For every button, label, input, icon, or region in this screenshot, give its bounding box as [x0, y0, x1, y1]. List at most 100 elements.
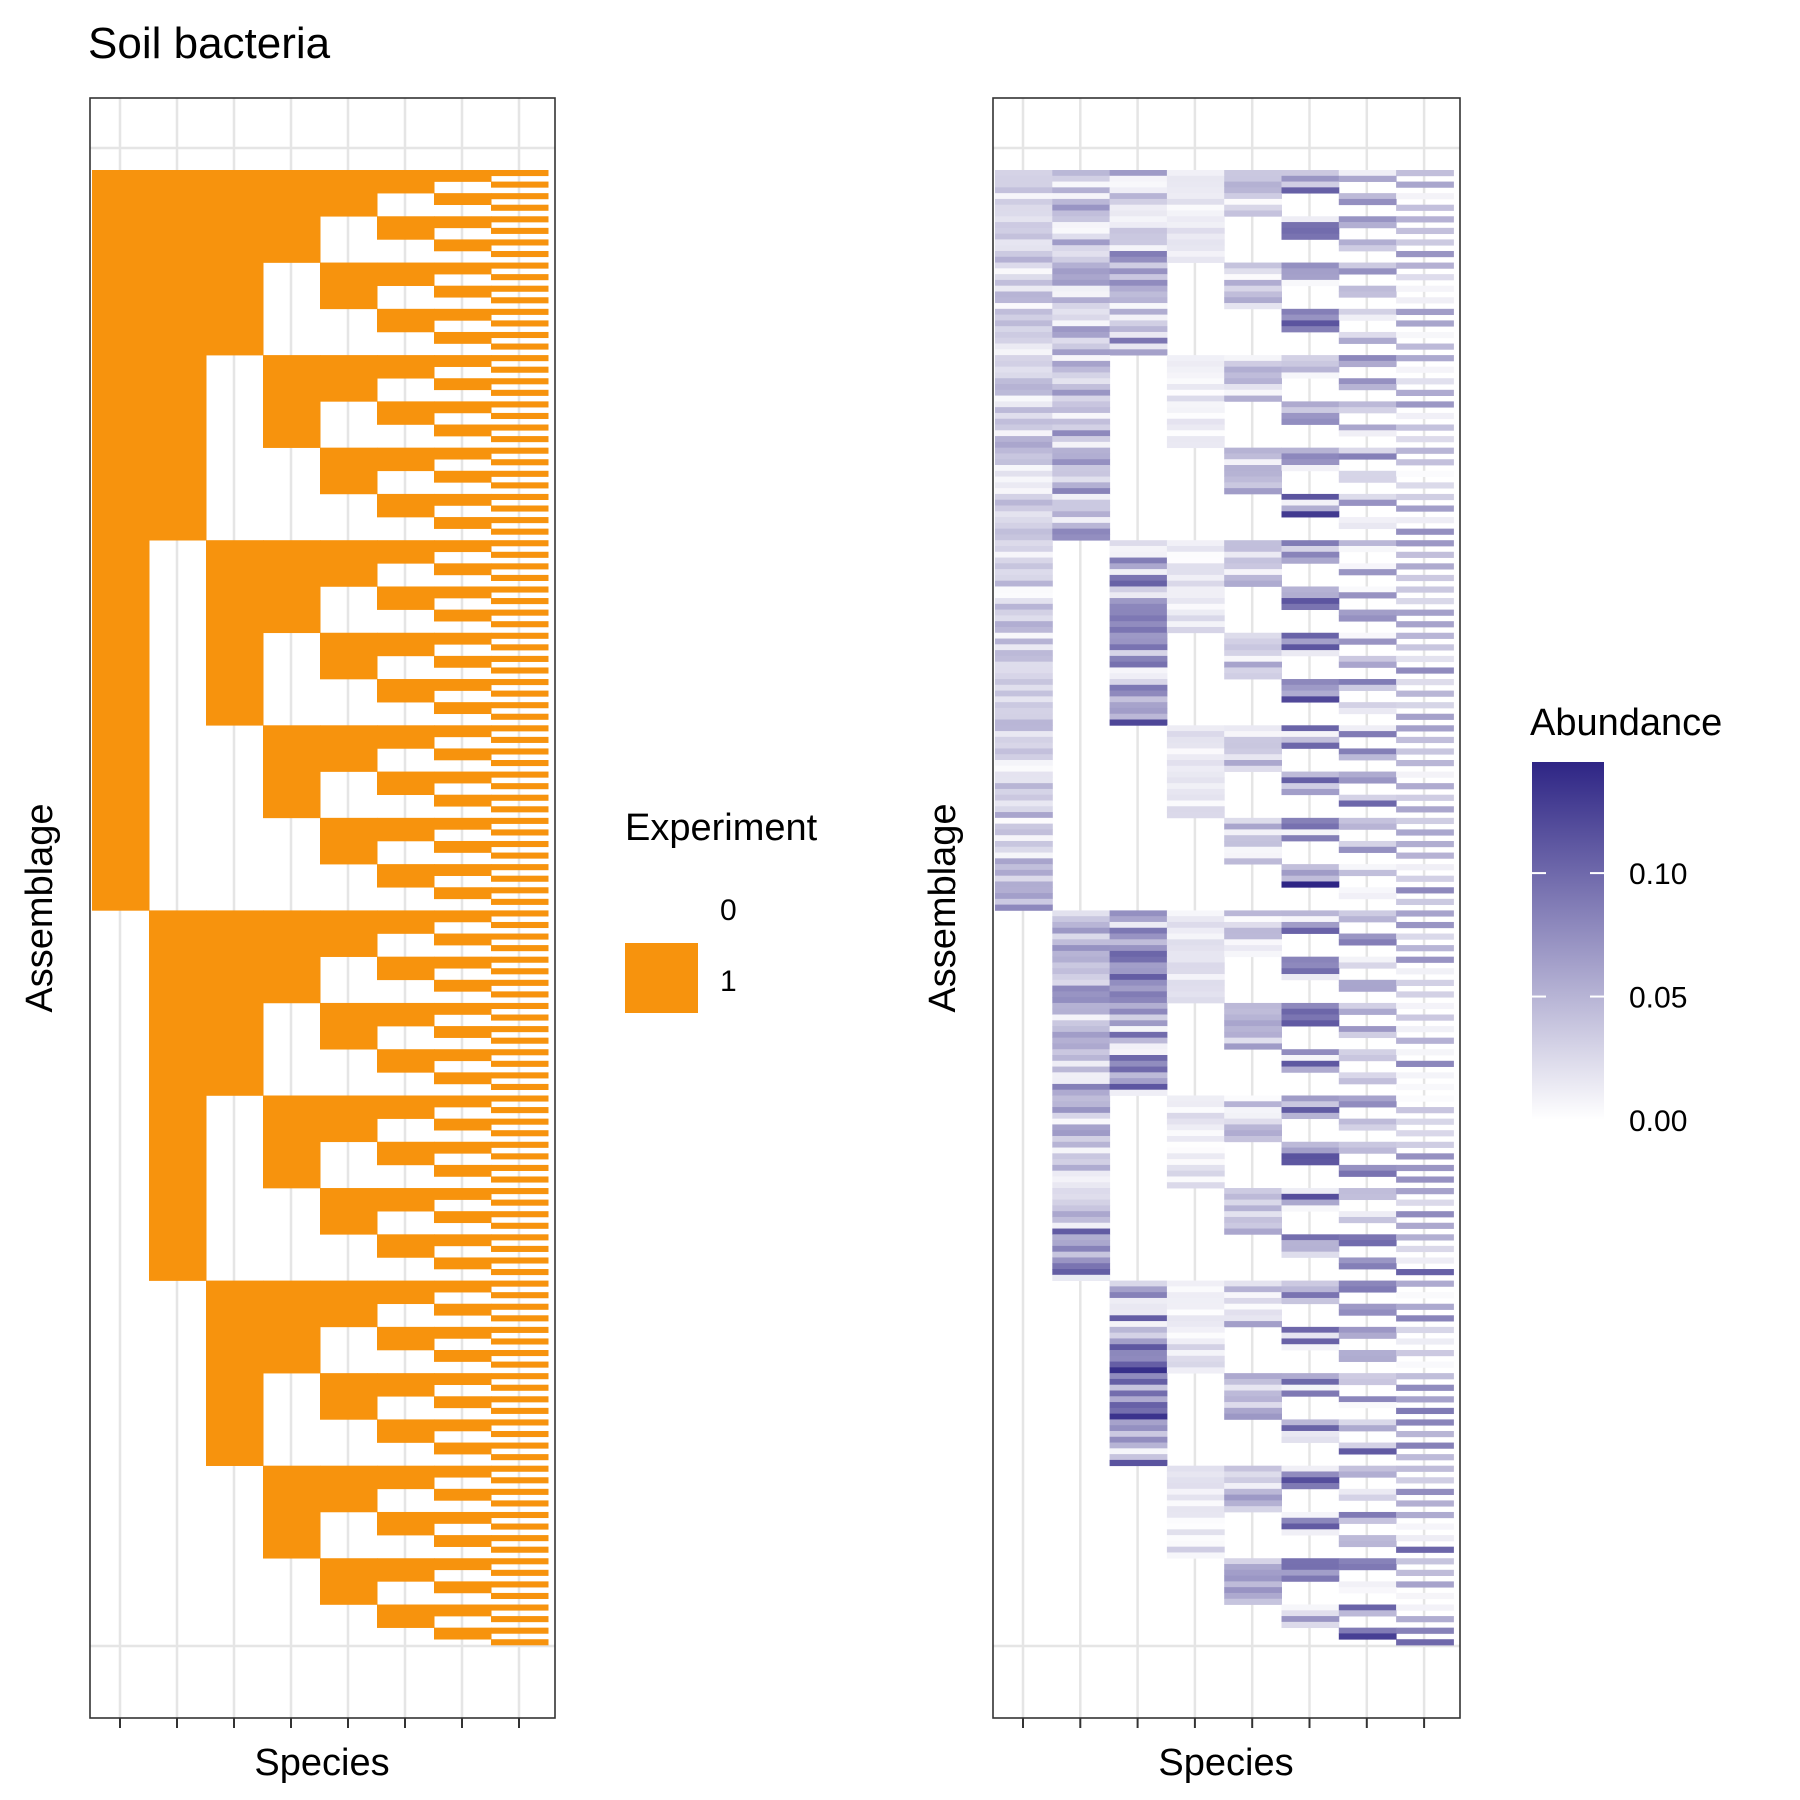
abundance-cell: [995, 551, 1053, 558]
abundance-cell: [1166, 366, 1225, 373]
abundance-cell: [1166, 985, 1225, 992]
presence-cell: [434, 679, 492, 691]
abundance-cell: [1396, 1280, 1454, 1287]
abundance-cell: [1052, 1089, 1111, 1096]
abundance-cell: [1338, 314, 1397, 321]
presence-cell: [434, 308, 492, 321]
presence-cell: [434, 1072, 492, 1085]
abundance-cell: [1166, 916, 1225, 923]
abundance-cell: [1052, 1274, 1111, 1281]
abundance-cell: [1109, 1008, 1168, 1015]
abundance-cell: [1338, 1627, 1397, 1634]
presence-cell: [377, 1280, 435, 1305]
abundance-cell: [1396, 308, 1454, 316]
presence-cell: [491, 343, 549, 350]
abundance-cell: [995, 222, 1053, 229]
abundance-cell: [995, 303, 1053, 310]
presence-cell: [434, 563, 492, 576]
abundance-cell: [1224, 384, 1282, 391]
abundance-cell: [1281, 679, 1340, 686]
presence-cell: [491, 436, 549, 443]
abundance-cell: [1281, 1384, 1340, 1391]
abundance-cell: [995, 198, 1053, 206]
abundance-cell: [1224, 453, 1282, 460]
presence-cell: [434, 632, 492, 645]
abundance-cell: [995, 621, 1053, 628]
abundance-cell: [1281, 326, 1340, 333]
abundance-cell: [1396, 216, 1454, 223]
abundance-cell: [1396, 493, 1454, 501]
abundance-cell: [1338, 985, 1397, 992]
presence-cell: [491, 1211, 549, 1218]
abundance-cell: [1281, 598, 1340, 605]
abundance-cell: [1109, 1043, 1168, 1050]
abundance-cell: [1338, 493, 1397, 501]
presence-cell: [491, 470, 549, 477]
abundance-cell: [1224, 1280, 1282, 1287]
abundance-cell: [1281, 690, 1340, 697]
abundance-cell: [1338, 615, 1397, 622]
presence-cell: [491, 1049, 549, 1056]
abundance-cell: [1281, 1002, 1340, 1010]
abundance-cell: [1166, 233, 1225, 240]
abundance-cell: [1338, 933, 1397, 940]
presence-cell: [491, 1107, 549, 1114]
abundance-cell: [1224, 1396, 1282, 1403]
abundance-cell: [1109, 170, 1168, 177]
abundance-cell: [1109, 349, 1168, 356]
abundance-cell: [1281, 927, 1340, 934]
abundance-cell: [1109, 303, 1168, 310]
abundance-cell: [1396, 1604, 1454, 1611]
abundance-cell: [995, 702, 1053, 709]
abundance-cell: [1281, 1060, 1340, 1067]
presence-cell: [320, 632, 378, 680]
abundance-cell: [1396, 1083, 1454, 1091]
abundance-cell: [1396, 297, 1454, 304]
abundance-cell: [1281, 1188, 1340, 1195]
abundance-cell: [1396, 887, 1454, 894]
abundance-cell: [1281, 545, 1340, 553]
abundance-cell: [1396, 829, 1454, 836]
abundance-cell: [1109, 1309, 1168, 1316]
abundance-cell: [1109, 1083, 1168, 1091]
abundance-cell: [1052, 985, 1111, 992]
abundance-cell: [1052, 1193, 1111, 1201]
abundance-cell: [1109, 1303, 1168, 1310]
abundance-cell: [1224, 1488, 1282, 1496]
abundance-cell: [1396, 945, 1454, 952]
abundance-cell: [1109, 574, 1168, 582]
abundance-cell: [995, 667, 1053, 674]
abundance-cell: [1396, 227, 1454, 235]
presence-cell: [491, 563, 549, 570]
abundance-cell: [1109, 962, 1168, 969]
abundance-cell: [1052, 395, 1111, 402]
abundance-cell: [1338, 1170, 1397, 1177]
abundance-cell: [995, 760, 1053, 767]
abundance-cell: [1396, 609, 1454, 616]
abundance-cell: [995, 343, 1053, 350]
abundance-cell: [1338, 1263, 1397, 1270]
presence-cell: [491, 1350, 549, 1357]
abundance-cell: [1338, 1448, 1397, 1455]
abundance-cell: [995, 389, 1053, 396]
abundance-cell: [1109, 586, 1168, 593]
abundance-cell: [1338, 1488, 1397, 1496]
presence-cell: [434, 470, 492, 483]
presence-cell: [434, 887, 492, 900]
abundance-cell: [1224, 447, 1282, 454]
abundance-cell: [1166, 1332, 1225, 1339]
abundance-cell: [1396, 1535, 1454, 1542]
abundance-cell: [1281, 1141, 1340, 1148]
presence-cell: [320, 1002, 378, 1050]
abundance-cell: [995, 592, 1053, 599]
abundance-cell: [1224, 366, 1282, 373]
presence-cell: [491, 204, 549, 211]
abundance-cell: [1281, 505, 1340, 512]
abundance-cell: [1109, 314, 1168, 321]
abundance-cell: [1109, 916, 1168, 923]
abundance-cell: [1224, 1587, 1282, 1594]
presence-cell: [320, 447, 378, 495]
abundance-cell: [1109, 974, 1168, 981]
abundance-cell: [1281, 1101, 1340, 1108]
abundance-cell: [1281, 360, 1340, 368]
